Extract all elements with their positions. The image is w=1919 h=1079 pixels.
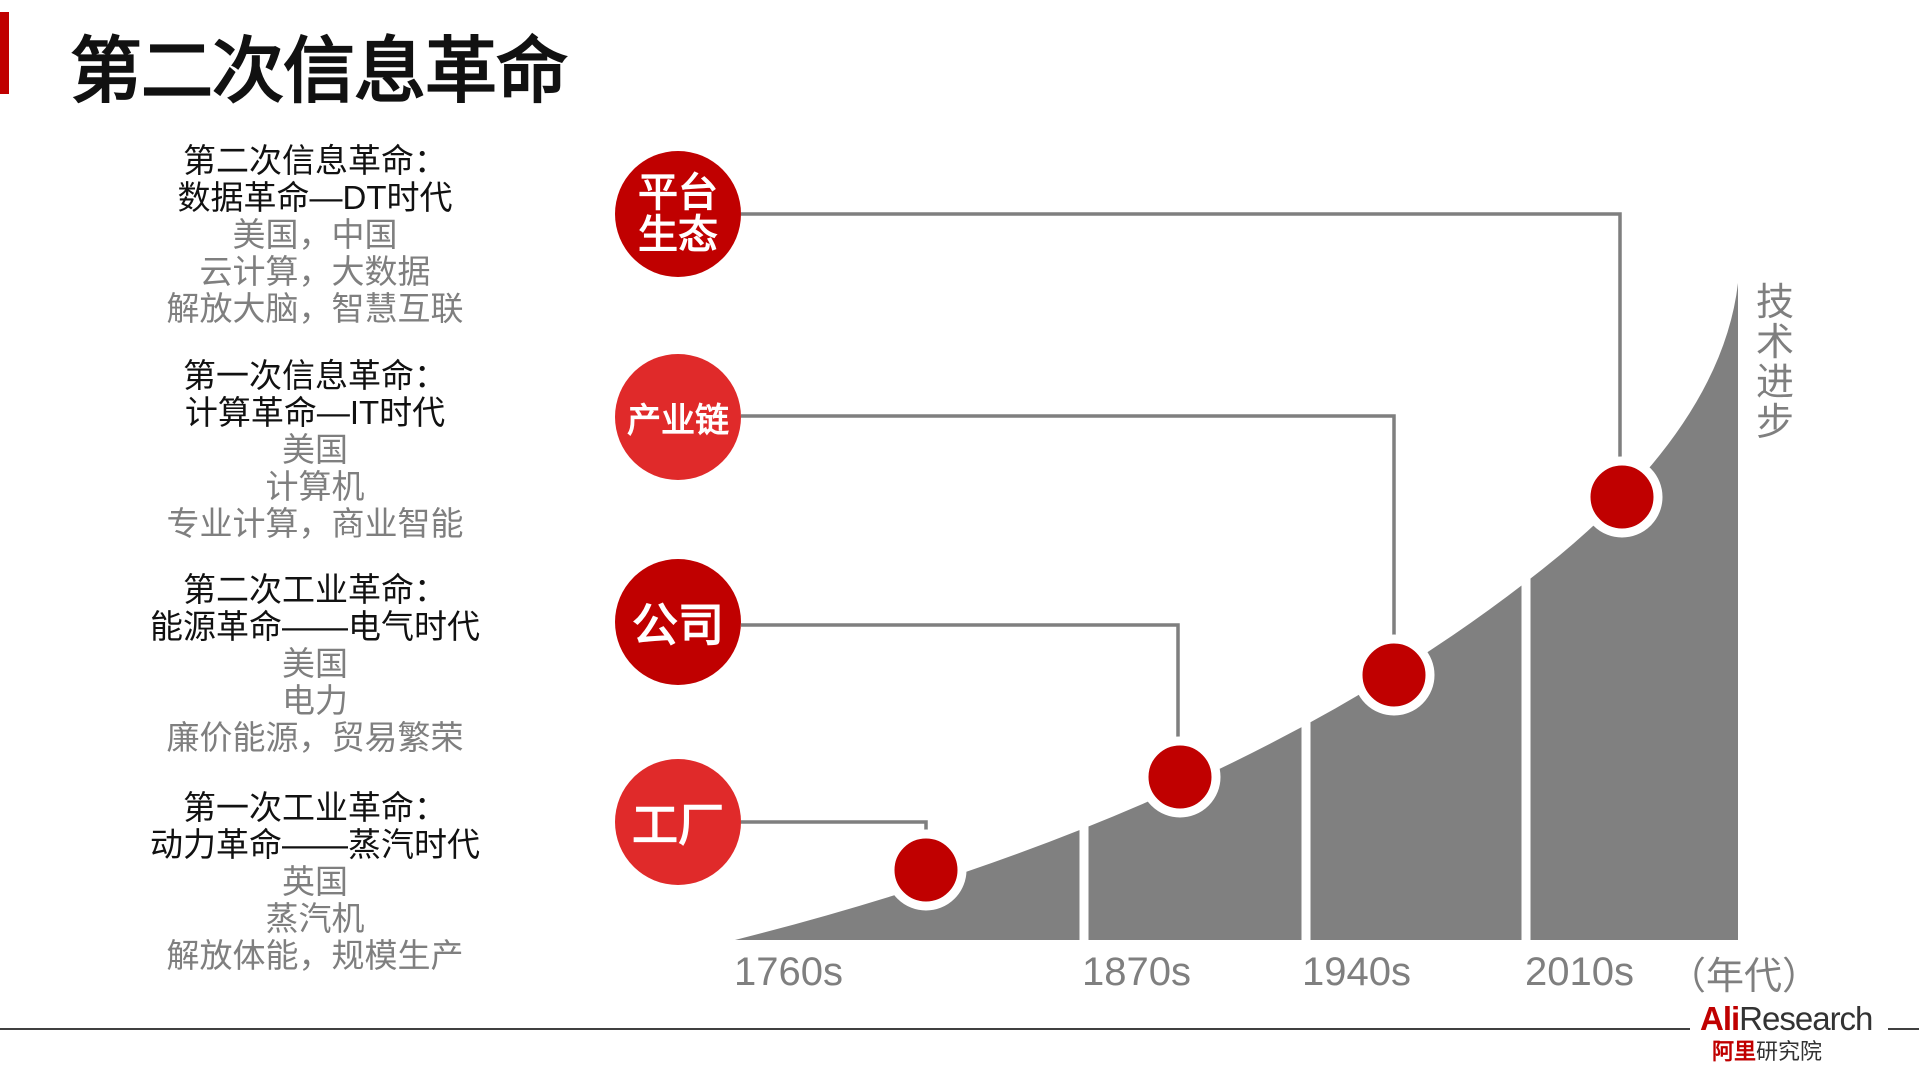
milestone-markers [885, 456, 1663, 911]
era-heading: 数据革命—DT时代 [177, 179, 453, 216]
era-detail: 英国 [282, 863, 348, 900]
y-axis-label: 技术进步 [1755, 282, 1794, 444]
connector-industry-chain [741, 414, 1396, 675]
badge-label: 工厂 [632, 799, 724, 851]
title-accent-bar [0, 12, 9, 94]
era-detail: 廉价能源，贸易繁荣 [166, 719, 464, 756]
connector-company [741, 623, 1180, 775]
x-axis-labels: 1760s 1870s 1940s 2010s [734, 950, 1634, 994]
era-detail: 美国，中国 [232, 216, 398, 253]
x-label-1940s: 1940s [1302, 950, 1411, 994]
era-detail: 美国 [282, 431, 348, 468]
era-heading: 能源革命——电气时代 [150, 608, 480, 645]
milestone-2010s [1581, 456, 1663, 538]
milestone-1870s [1139, 736, 1221, 818]
x-label-1870s: 1870s [1082, 950, 1191, 994]
badge-company: 公司 [615, 559, 741, 685]
logo-alibaba-cn: 阿里 [1712, 1039, 1757, 1064]
badge-factory: 工厂 [615, 759, 741, 885]
x-label-1760s: 1760s [734, 950, 843, 994]
badge-label: 平台 生态 [638, 171, 718, 257]
era-heading: 第一次工业革命： [183, 789, 447, 826]
logo-subtitle: 阿里研究院 [1712, 1034, 1890, 1066]
era-it: 第一次信息革命： 计算革命—IT时代 美国 计算机 专业计算，商业智能 [120, 357, 510, 542]
logo-research: Research [1739, 1000, 1873, 1037]
logo-wordmark: AliResearch [1700, 1000, 1890, 1038]
footer-divider-right [1888, 1028, 1919, 1030]
era-detail: 美国 [282, 645, 348, 682]
era-detail: 解放体能，规模生产 [166, 937, 464, 974]
era-heading: 第二次工业革命： [183, 571, 447, 608]
era-detail: 电力 [282, 682, 348, 719]
growth-curve-area [735, 283, 1738, 940]
era-heading: 动力革命——蒸汽时代 [150, 826, 480, 863]
era-detail: 解放大脑，智慧互联 [166, 290, 464, 327]
badge-label: 公司 [632, 599, 724, 651]
era-detail: 计算机 [265, 468, 365, 505]
connector-lines [741, 212, 1622, 870]
aliresearch-logo: AliResearch 阿里研究院 [1700, 1000, 1890, 1066]
milestone-1940s [1353, 634, 1435, 716]
logo-institute-cn: 研究院 [1756, 1039, 1823, 1064]
era-detail: 专业计算，商业智能 [166, 505, 464, 542]
milestone-1760s [885, 829, 967, 911]
era-detail: 蒸汽机 [265, 900, 365, 937]
era-dividers [1079, 560, 1531, 945]
era-heading: 计算革命—IT时代 [184, 394, 446, 431]
connector-platform [741, 212, 1622, 495]
page-title: 第二次信息革命 [70, 32, 568, 112]
badge-label: 产业链 [627, 401, 729, 440]
badge-industry-chain: 产业链 [615, 354, 741, 480]
era-steam: 第一次工业革命： 动力革命——蒸汽时代 英国 蒸汽机 解放体能，规模生产 [120, 789, 510, 974]
era-heading: 第二次信息革命： [183, 142, 447, 179]
era-electric: 第二次工业革命： 能源革命——电气时代 美国 电力 廉价能源，贸易繁荣 [120, 571, 510, 756]
badge-platform-ecosystem: 平台 生态 [615, 151, 741, 277]
era-detail: 云计算，大数据 [199, 253, 431, 290]
logo-ali: Ali [1700, 1000, 1740, 1037]
x-label-2010s: 2010s [1525, 950, 1634, 994]
era-dt: 第二次信息革命： 数据革命—DT时代 美国，中国 云计算，大数据 解放大脑，智慧… [120, 142, 510, 327]
footer-divider [0, 1028, 1690, 1030]
era-heading: 第一次信息革命： [183, 357, 447, 394]
x-axis-unit: （年代） [1668, 956, 1821, 998]
